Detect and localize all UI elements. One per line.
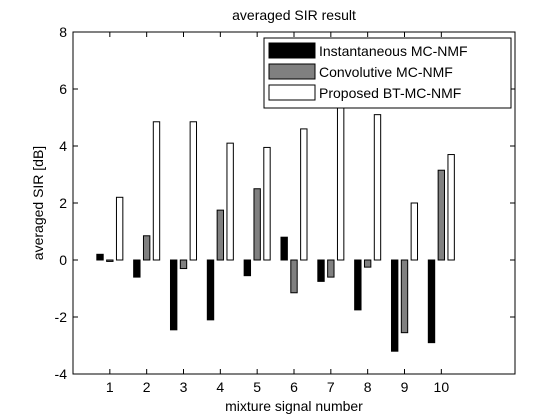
- bar-series1-mixture-7: [317, 259, 325, 282]
- bar-series1-mixture-4: [206, 259, 215, 321]
- legend-label-series1: Instantaneous MC-NMF: [319, 43, 468, 59]
- bar-series3-mixture-5: [263, 146, 271, 261]
- bar-series2-mixture-8: [363, 259, 372, 268]
- y-tick-label: -2: [55, 309, 68, 325]
- x-tick-label: 7: [327, 379, 335, 395]
- x-tick-label: 6: [290, 379, 298, 395]
- bar-series2-mixture-1: [106, 259, 114, 262]
- bar-series2-mixture-7: [327, 259, 335, 278]
- bar-series1-mixture-3: [169, 259, 178, 331]
- bar-series3-mixture-7: [336, 99, 345, 261]
- bar-series2-mixture-10: [437, 169, 446, 261]
- x-tick-label: 2: [143, 379, 151, 395]
- x-tick-label: 10: [434, 379, 450, 395]
- ticks-layer: -4 -2 0 2 4 6 8 1 2 3 4 5 6 7 8 9 10: [55, 24, 515, 395]
- x-tick-label: 1: [106, 379, 114, 395]
- x-tick-label: 8: [364, 379, 372, 395]
- x-axis-title: mixture signal number: [225, 398, 363, 414]
- bar-series3-mixture-9: [410, 202, 419, 261]
- bar-series1-mixture-5: [243, 259, 252, 277]
- bar-series1-mixture-1: [96, 253, 104, 261]
- y-tick-label: 2: [59, 195, 67, 211]
- x-tick-label: 5: [253, 379, 261, 395]
- y-tick-label: 6: [59, 81, 67, 97]
- legend: Instantaneous MC-NMF Convolutive MC-NMF Pr…: [263, 37, 512, 109]
- y-axis-title: averaged SIR [dB]: [30, 146, 46, 260]
- bar-series3-mixture-2: [152, 121, 161, 261]
- bar-series1-mixture-6: [280, 236, 288, 261]
- y-tick-label: 8: [59, 24, 67, 40]
- bar-series3-mixture-8: [373, 114, 382, 261]
- bar-series2-mixture-3: [179, 259, 188, 270]
- legend-label-series3: Proposed BT-MC-NMF: [319, 85, 461, 101]
- bar-series2-mixture-2: [142, 235, 151, 261]
- bar-series1-mixture-2: [133, 259, 141, 278]
- x-tick-label: 4: [216, 379, 224, 395]
- bar-series1-mixture-10: [427, 259, 436, 344]
- legend-swatch-series3: [268, 84, 316, 101]
- x-tick-label: 9: [401, 379, 409, 395]
- bar-series1-mixture-9: [390, 259, 399, 352]
- bar-series3-mixture-10: [447, 154, 455, 261]
- bar-series3-mixture-3: [189, 121, 198, 261]
- bar-series2-mixture-4: [216, 209, 225, 261]
- bars-layer: [96, 99, 455, 352]
- y-tick-label: -4: [55, 366, 68, 382]
- y-tick-label: 0: [59, 252, 67, 268]
- bar-series3-mixture-6: [300, 128, 308, 261]
- bar-series3-mixture-4: [226, 142, 234, 261]
- legend-swatch-series1: [268, 42, 316, 59]
- bar-series1-mixture-8: [354, 259, 362, 311]
- bar-series2-mixture-9: [400, 259, 409, 334]
- bar-series2-mixture-5: [253, 188, 261, 261]
- bar-series2-mixture-6: [290, 259, 298, 294]
- x-tick-label: 3: [180, 379, 188, 395]
- chart-title: averaged SIR result: [232, 7, 356, 23]
- bar-series3-mixture-1: [115, 196, 124, 261]
- legend-swatch-series2: [268, 63, 316, 80]
- legend-label-series2: Convolutive MC-NMF: [319, 64, 453, 80]
- y-tick-label: 4: [59, 138, 67, 154]
